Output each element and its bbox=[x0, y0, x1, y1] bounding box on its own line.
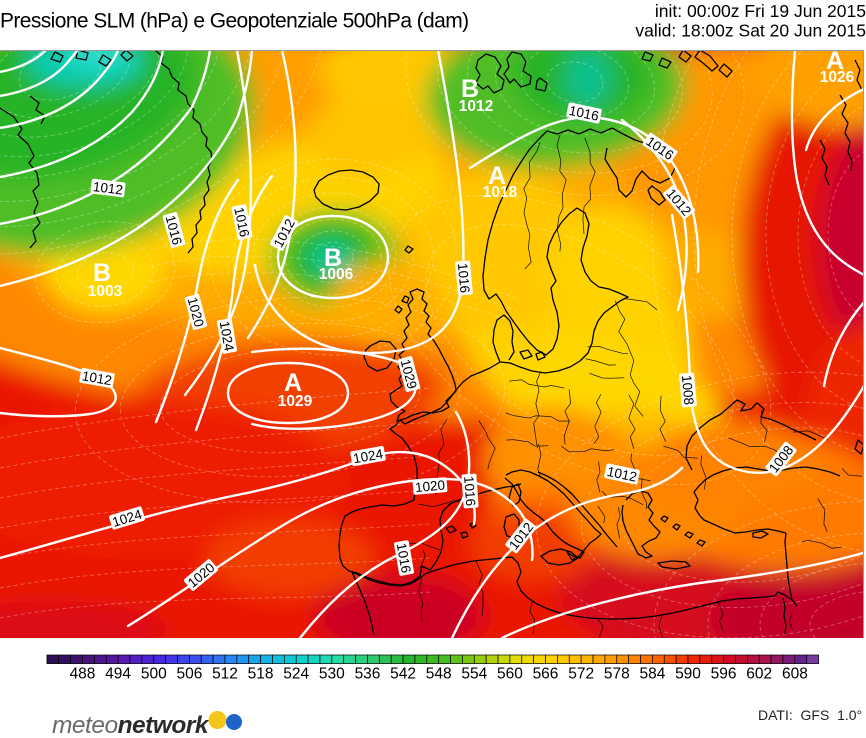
svg-text:1020: 1020 bbox=[414, 478, 445, 496]
svg-text:530: 530 bbox=[319, 666, 345, 683]
svg-text:1012: 1012 bbox=[92, 179, 124, 198]
svg-text:Pressione SLM (hPa) e Geopoten: Pressione SLM (hPa) e Geopotenziale 500h… bbox=[0, 10, 468, 33]
svg-text:608: 608 bbox=[782, 666, 808, 683]
svg-text:518: 518 bbox=[248, 666, 274, 683]
svg-text:500: 500 bbox=[141, 666, 167, 683]
svg-text:1029: 1029 bbox=[398, 358, 420, 391]
svg-text:602: 602 bbox=[746, 666, 772, 683]
svg-text:A: A bbox=[284, 369, 302, 397]
svg-text:A: A bbox=[826, 47, 844, 75]
svg-text:554: 554 bbox=[461, 666, 487, 683]
svg-text:1024: 1024 bbox=[352, 446, 385, 466]
svg-text:1012: 1012 bbox=[606, 464, 639, 485]
svg-text:566: 566 bbox=[533, 666, 559, 683]
svg-text:1016: 1016 bbox=[455, 262, 473, 293]
svg-text:1008: 1008 bbox=[679, 374, 697, 405]
svg-text:B: B bbox=[93, 259, 111, 287]
svg-text:valid: 18:00z Sat 20 Jun 2015: valid: 18:00z Sat 20 Jun 2015 bbox=[635, 21, 866, 41]
svg-text:meteonetwork: meteonetwork bbox=[52, 712, 210, 738]
svg-text:536: 536 bbox=[355, 666, 381, 683]
svg-text:548: 548 bbox=[426, 666, 452, 683]
svg-text:1016: 1016 bbox=[394, 542, 414, 574]
svg-text:590: 590 bbox=[675, 666, 701, 683]
svg-text:572: 572 bbox=[568, 666, 594, 683]
svg-text:1012: 1012 bbox=[459, 98, 493, 115]
svg-text:1003: 1003 bbox=[88, 283, 123, 300]
svg-text:B: B bbox=[324, 244, 342, 272]
svg-text:542: 542 bbox=[390, 666, 416, 683]
svg-text:1026: 1026 bbox=[820, 69, 855, 86]
svg-text:1020: 1020 bbox=[185, 296, 207, 329]
svg-text:596: 596 bbox=[711, 666, 737, 683]
svg-text:1024: 1024 bbox=[217, 320, 237, 353]
svg-text:1016: 1016 bbox=[568, 103, 601, 124]
svg-text:A: A bbox=[488, 162, 506, 190]
svg-text:512: 512 bbox=[212, 666, 238, 683]
svg-text:584: 584 bbox=[639, 666, 665, 683]
svg-text:1016: 1016 bbox=[231, 206, 252, 239]
svg-text:1018: 1018 bbox=[483, 184, 518, 201]
svg-text:1016: 1016 bbox=[163, 214, 185, 247]
svg-text:1012: 1012 bbox=[81, 368, 113, 388]
svg-text:488: 488 bbox=[70, 666, 96, 683]
svg-text:578: 578 bbox=[604, 666, 630, 683]
svg-text:560: 560 bbox=[497, 666, 523, 683]
svg-text:1016: 1016 bbox=[461, 476, 478, 507]
svg-text:1006: 1006 bbox=[319, 266, 354, 283]
svg-text:DATI: GFS 1.0°: DATI: GFS 1.0° bbox=[758, 707, 862, 723]
svg-text:init: 00:00z Fri 19 Jun 2015: init: 00:00z Fri 19 Jun 2015 bbox=[655, 1, 866, 21]
svg-text:524: 524 bbox=[283, 666, 309, 683]
svg-text:1029: 1029 bbox=[278, 393, 313, 410]
svg-text:B: B bbox=[461, 75, 479, 103]
svg-text:506: 506 bbox=[176, 666, 202, 683]
svg-text:494: 494 bbox=[105, 666, 131, 683]
